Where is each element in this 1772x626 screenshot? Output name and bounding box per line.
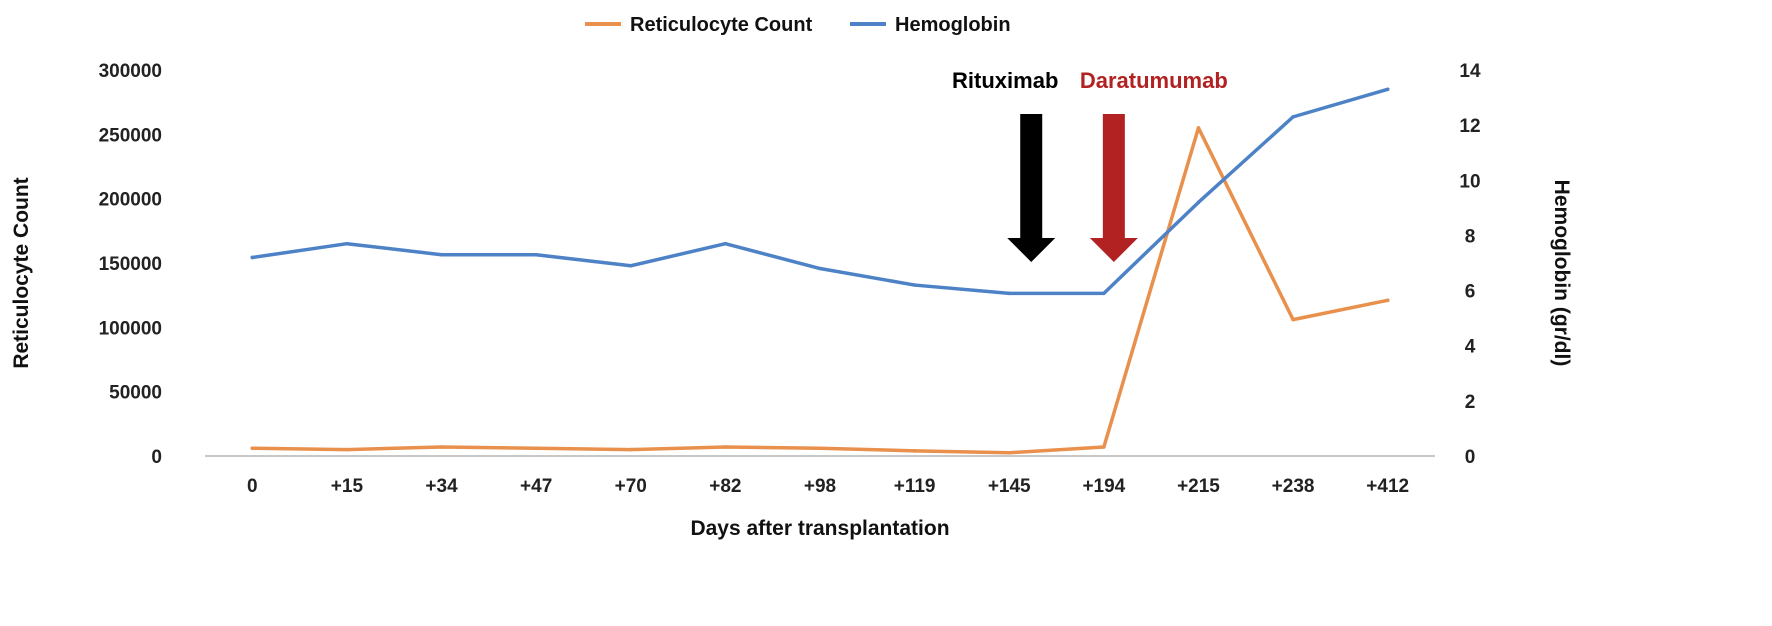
y-right-tick-label: 14 (1459, 61, 1481, 82)
data-point-reticulocyte (1196, 126, 1201, 130)
y-left-tick-label: 150000 (99, 254, 162, 275)
x-tick-label: 0 (247, 476, 258, 497)
data-point-reticulocyte (1385, 298, 1390, 303)
data-point-hemoglobin (1196, 200, 1201, 205)
data-point-hemoglobin (345, 241, 349, 246)
legend-label-reticulocyte: Reticulocyte Count (630, 14, 813, 36)
data-point-hemoglobin (1291, 115, 1295, 119)
data-point-reticulocyte (534, 446, 538, 451)
x-tick-label: +194 (1082, 476, 1125, 497)
annotation-label-rituximab: Rituximab (952, 68, 1058, 93)
y-left-tick-label: 0 (151, 447, 162, 468)
series-line-hemoglobin (250, 87, 1390, 296)
data-point-reticulocyte (723, 445, 728, 449)
data-point-hemoglobin (818, 266, 822, 271)
y-left-tick-label: 200000 (99, 190, 162, 211)
x-tick-label: +412 (1366, 476, 1409, 497)
y-right-tick-label: 4 (1465, 337, 1476, 358)
x-tick-label: +34 (425, 476, 458, 497)
data-point-reticulocyte (1007, 450, 1012, 455)
x-tick-label: +119 (894, 476, 936, 497)
y-left-axis-title: Reticulocyte Count (10, 177, 33, 368)
y-right-tick-label: 10 (1459, 171, 1480, 192)
series-line-reticulocyte (250, 126, 1390, 455)
data-point-reticulocyte (439, 445, 444, 449)
annotation-arrow-rituximab (1007, 114, 1056, 262)
data-point-hemoglobin (628, 263, 633, 268)
y-left-tick-label: 250000 (99, 125, 162, 146)
data-point-hemoglobin (534, 252, 538, 257)
x-tick-label: +70 (615, 476, 647, 497)
legend-label-hemoglobin: Hemoglobin (895, 14, 1011, 36)
data-point-hemoglobin (723, 241, 728, 246)
data-point-reticulocyte (345, 447, 349, 452)
data-point-hemoglobin (1102, 291, 1106, 296)
data-point-reticulocyte (912, 449, 917, 453)
x-tick-label: +215 (1177, 476, 1220, 497)
y-right-tick-label: 6 (1465, 282, 1476, 303)
data-point-hemoglobin (250, 255, 255, 260)
x-axis-title: Days after transplantation (690, 517, 949, 540)
y-right-axis-title: Hemoglobin (gr/dl) (1550, 180, 1573, 367)
data-point-reticulocyte (628, 447, 633, 452)
annotation-arrow-daratumumab (1089, 114, 1138, 262)
data-point-hemoglobin (1385, 87, 1390, 92)
y-left-tick-label: 300000 (99, 61, 162, 82)
data-point-reticulocyte (250, 446, 255, 451)
x-tick-label: +15 (331, 476, 364, 497)
x-tick-label: +82 (709, 476, 741, 497)
data-point-reticulocyte (1102, 445, 1106, 449)
x-tick-label: +238 (1272, 476, 1315, 497)
data-point-hemoglobin (912, 283, 917, 287)
y-right-tick-label: 8 (1465, 226, 1476, 247)
y-right-tick-label: 0 (1465, 447, 1476, 468)
annotation-label-daratumumab: Daratumumab (1080, 68, 1228, 93)
data-point-reticulocyte (1291, 317, 1295, 322)
x-tick-label: +145 (988, 476, 1031, 497)
data-point-hemoglobin (439, 252, 444, 257)
data-point-reticulocyte (818, 446, 822, 451)
data-point-hemoglobin (1007, 291, 1012, 296)
y-left-tick-label: 100000 (99, 318, 162, 339)
y-left-tick-label: 50000 (109, 383, 162, 404)
x-tick-label: +47 (520, 476, 552, 497)
y-right-tick-label: 12 (1459, 116, 1480, 137)
y-right-tick-label: 2 (1465, 392, 1476, 413)
x-tick-label: +98 (804, 476, 836, 497)
